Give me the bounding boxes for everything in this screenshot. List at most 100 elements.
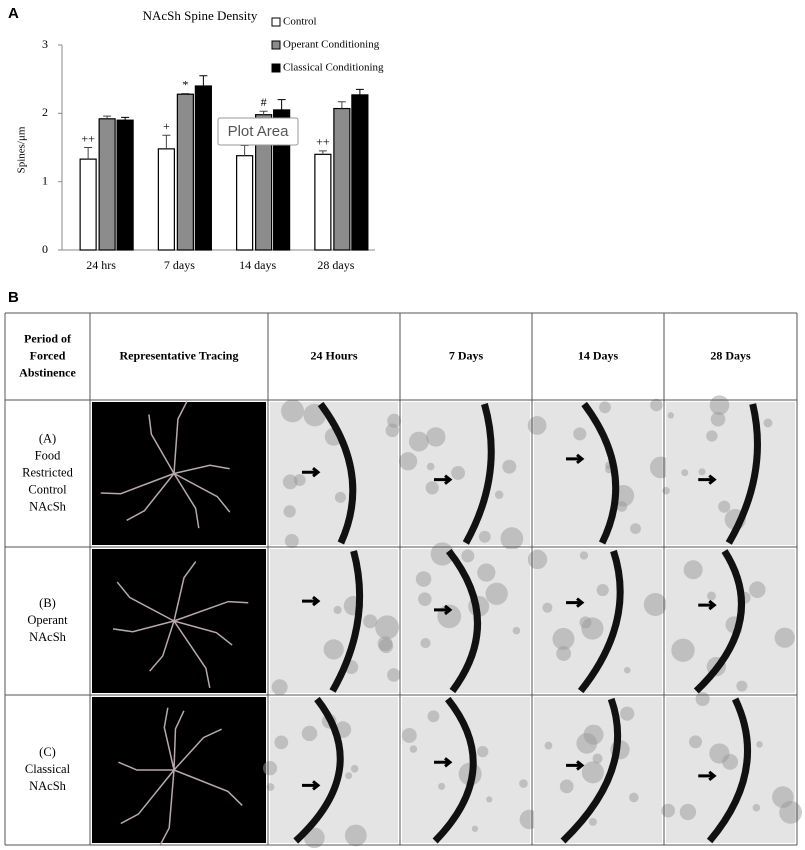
micrograph-texture <box>756 741 763 748</box>
micrograph-texture <box>629 792 639 803</box>
arrow <box>434 757 453 768</box>
y-tick-label: 3 <box>42 37 48 51</box>
micrograph-texture <box>774 627 795 648</box>
arrow <box>698 474 717 485</box>
error-bar <box>103 115 112 119</box>
micrograph <box>402 402 530 545</box>
dendrite <box>560 697 622 844</box>
bar <box>157 148 175 251</box>
tooltip: Plot Area <box>228 123 290 140</box>
y-tick-label: 2 <box>42 105 48 119</box>
x-tick-label: 24 hrs <box>86 258 116 272</box>
panel-label: B <box>8 289 19 306</box>
micrograph-texture <box>345 772 353 780</box>
legend-swatch <box>271 17 281 27</box>
micrograph-texture <box>710 411 726 427</box>
micrograph-texture <box>426 427 446 447</box>
arrow <box>434 604 453 616</box>
micrograph-texture <box>519 779 528 788</box>
bar <box>333 107 351 251</box>
micrograph-texture <box>772 786 794 808</box>
micrograph-texture <box>344 824 367 847</box>
tooltip-box <box>217 117 299 146</box>
micrograph-texture <box>695 691 710 707</box>
dendrite <box>432 696 477 844</box>
legend-swatch <box>271 40 281 50</box>
micrograph-texture <box>681 469 689 477</box>
micrograph-texture <box>471 825 479 832</box>
micrograph-texture <box>486 796 493 803</box>
error-bar <box>84 147 93 160</box>
micrograph-texture <box>334 491 346 503</box>
arrow <box>302 467 321 478</box>
micrograph-texture <box>500 527 524 550</box>
micrograph-texture <box>350 764 359 773</box>
micrograph-texture <box>477 745 489 758</box>
dendrite <box>446 548 481 694</box>
x-tick-label: 14 days <box>239 258 276 272</box>
y-tick-label: 1 <box>42 173 48 187</box>
row-label: NAcSh <box>29 779 67 793</box>
arrow <box>698 770 717 782</box>
micrograph-texture <box>266 783 275 791</box>
row-label: Classical <box>25 762 71 776</box>
micrograph-texture <box>542 602 553 613</box>
micrograph-texture <box>409 745 418 753</box>
error-bar <box>318 150 327 155</box>
arrow <box>566 760 585 771</box>
micrograph-texture <box>293 474 306 487</box>
bar <box>98 118 116 251</box>
row-label: Restricted <box>22 465 73 479</box>
micrograph-texture <box>283 505 296 518</box>
micrograph-texture <box>378 638 394 654</box>
row-label: (B) <box>39 596 56 610</box>
micrograph-texture <box>749 581 766 598</box>
micrograph-texture <box>581 617 604 640</box>
micrograph-texture <box>552 627 575 650</box>
arrow <box>566 597 585 608</box>
micrograph-texture <box>592 753 603 764</box>
legend-label: Operant Conditioning <box>283 39 380 51</box>
bar <box>176 93 194 251</box>
micrograph-texture <box>478 530 491 543</box>
arrow <box>434 474 453 485</box>
column-header: Forced <box>30 348 66 362</box>
row-label: NAcSh <box>29 499 67 513</box>
dendrite <box>293 696 344 844</box>
column-header: 14 Days <box>578 348 619 362</box>
column-header: Period of <box>24 331 72 345</box>
dendrite <box>462 403 495 545</box>
micrograph-texture <box>418 592 432 606</box>
error-bar <box>277 99 286 110</box>
micrograph-texture <box>630 523 641 534</box>
micrograph-texture <box>415 571 432 587</box>
micrograph-texture <box>559 779 574 794</box>
dendrite <box>693 549 745 694</box>
micrograph-texture <box>502 459 517 474</box>
column-header: 24 Hours <box>310 348 357 362</box>
x-tick-label: 28 days <box>317 258 354 272</box>
y-tick-label: 0 <box>42 242 48 256</box>
tracing-image <box>92 697 266 843</box>
micrograph-texture <box>596 583 609 597</box>
micrograph-texture <box>274 735 289 750</box>
error-bar <box>181 93 190 95</box>
micrograph-texture <box>271 679 288 696</box>
micrograph-texture <box>425 481 439 495</box>
micrograph-texture <box>709 395 730 415</box>
neuron-tracing <box>118 707 243 846</box>
bar <box>351 94 369 251</box>
legend-label: Control <box>283 16 317 28</box>
micrograph-texture <box>736 680 748 692</box>
micrograph-texture <box>643 593 667 617</box>
x-tick-label: 7 days <box>164 258 195 272</box>
micrograph-texture <box>461 549 475 563</box>
micrograph-texture <box>650 398 663 412</box>
error-bar <box>355 88 364 95</box>
error-bar <box>337 101 346 109</box>
micrograph-texture <box>485 582 508 605</box>
micrograph-texture <box>301 725 318 742</box>
legend-swatch <box>271 63 281 73</box>
arrow <box>698 599 717 611</box>
